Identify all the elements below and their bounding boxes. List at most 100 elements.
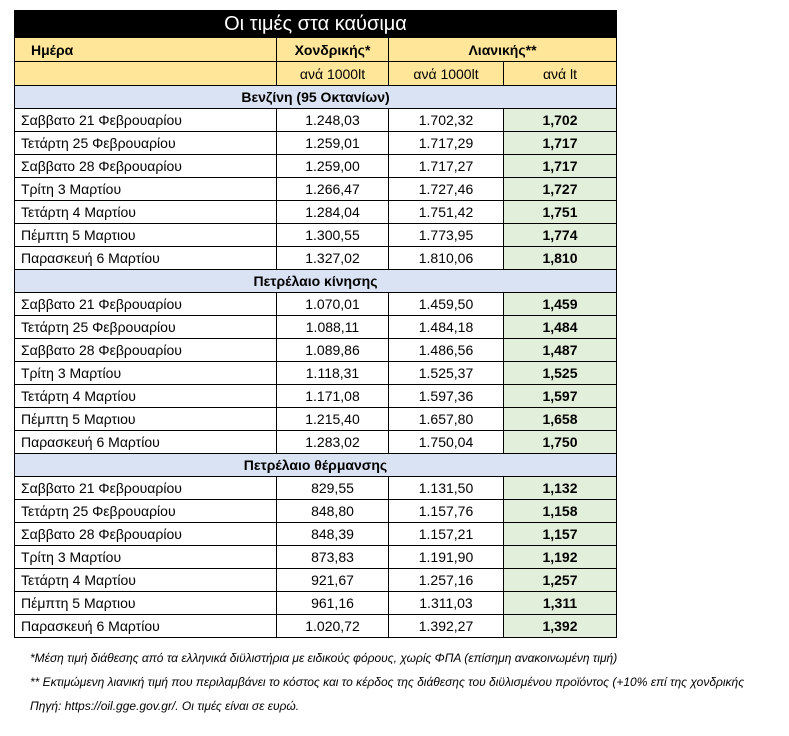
day: Τετάρτη 25 Φεβρουαρίου [14, 499, 277, 523]
section-row: Βενζίνη (95 Οκτανίων) [14, 85, 617, 109]
section-name: Βενζίνη (95 Οκτανίων) [14, 85, 617, 109]
data-row: Πέμπτη 5 Μαρτιου 961,16 1.311,03 1,311 [14, 591, 617, 615]
retail-price-lt: 1,525 [503, 361, 617, 385]
day: Σαββατο 28 Φεβρουαρίου [14, 338, 277, 362]
footnote: ** Εκτιμώμενη λιανική τιμή που περιλαμβά… [30, 675, 745, 689]
fuel-table: Οι τιμές στα καύσιμα Ημέρα Χονδρικής* Λι… [14, 10, 617, 638]
day: Σαββατο 21 Φεβρουαρίου [14, 476, 277, 500]
day: Σαββατο 21 Φεβρουαρίου [14, 292, 277, 316]
wholesale-price: 921,67 [276, 568, 389, 592]
retail-price-1000: 1.311,03 [388, 591, 504, 615]
wholesale-price: 1.259,00 [276, 154, 389, 178]
retail-price-lt: 1,727 [503, 177, 617, 201]
title: Οι τιμές στα καύσιμα [14, 10, 617, 38]
retail-price-1000: 1.131,50 [388, 476, 504, 500]
data-row: Σαββατο 21 Φεβρουαρίου 1.070,01 1.459,50 1,… [14, 292, 617, 316]
wholesale-price: 873,83 [276, 545, 389, 569]
data-row: Τετάρτη 4 Μαρτίου 1.284,04 1.751,42 1,751 [14, 200, 617, 224]
day: Σαββατο 28 Φεβρουαρίου [14, 154, 277, 178]
wholesale-price: 1.089,86 [276, 338, 389, 362]
retail-price-lt: 1,750 [503, 430, 617, 454]
data-row: Τετάρτη 25 Φεβρουαρίου 848,80 1.157,76 1,15… [14, 499, 617, 523]
retail-price-lt: 1,717 [503, 154, 617, 178]
day: Τετάρτη 4 Μαρτίου [14, 384, 277, 408]
data-row: Πέμπτη 5 Μαρτιου 1.215,40 1.657,80 1,658 [14, 407, 617, 431]
retail-price-lt: 1,717 [503, 131, 617, 155]
retail-price-lt: 1,311 [503, 591, 617, 615]
data-row: Τετάρτη 4 Μαρτίου 1.171,08 1.597,36 1,597 [14, 384, 617, 408]
header-unit: ανά lt [503, 61, 617, 86]
retail-price-1000: 1.157,21 [388, 522, 504, 546]
day: Παρασκευή 6 Μαρτίου [14, 246, 277, 270]
retail-price-1000: 1.751,42 [388, 200, 504, 224]
wholesale-price: 1.248,03 [276, 108, 389, 132]
retail-price-lt: 1,192 [503, 545, 617, 569]
footnotes: *Μέση τιμή διάθεσης από τα ελληνικά διϋλ… [30, 646, 744, 718]
day: Τετάρτη 4 Μαρτίου [14, 568, 277, 592]
header-day: Ημέρα [14, 37, 277, 62]
header-retail: Λιανικής** [388, 37, 617, 62]
retail-price-lt: 1,774 [503, 223, 617, 247]
wholesale-price: 848,80 [276, 499, 389, 523]
data-row: Σαββατο 21 Φεβρουαρίου 829,55 1.131,50 1,13… [14, 476, 617, 500]
header-unit: ανά 1000lt [388, 61, 504, 86]
header-row: Ημέρα Χονδρικής* Λιανικής** [14, 37, 617, 62]
day: Σαββατο 28 Φεβρουαρίου [14, 522, 277, 546]
wholesale-price: 829,55 [276, 476, 389, 500]
footnote: *Μέση τιμή διάθεσης από τα ελληνικά διϋλ… [30, 651, 618, 665]
day: Τρίτη 3 Μαρτίου [14, 361, 277, 385]
day: Πέμπτη 5 Μαρτιου [14, 223, 277, 247]
data-row: Παρασκευή 6 Μαρτίου 1.283,02 1.750,04 1,750 [14, 430, 617, 454]
retail-price-lt: 1,158 [503, 499, 617, 523]
day: Τρίτη 3 Μαρτίου [14, 177, 277, 201]
day: Παρασκευή 6 Μαρτίου [14, 614, 277, 638]
wholesale-price: 1.118,31 [276, 361, 389, 385]
retail-price-1000: 1.484,18 [388, 315, 504, 339]
title-row: Οι τιμές στα καύσιμα [14, 10, 617, 38]
header-unit: ανά 1000lt [276, 61, 389, 86]
retail-price-lt: 1,702 [503, 108, 617, 132]
retail-price-lt: 1,810 [503, 246, 617, 270]
data-row: Παρασκευή 6 Μαρτίου 1.327,02 1.810,06 1,810 [14, 246, 617, 270]
wholesale-price: 848,39 [276, 522, 389, 546]
data-row: Πέμπτη 5 Μαρτιου 1.300,55 1.773,95 1,774 [14, 223, 617, 247]
wholesale-price: 1.300,55 [276, 223, 389, 247]
retail-price-1000: 1.597,36 [388, 384, 504, 408]
retail-price-lt: 1,132 [503, 476, 617, 500]
retail-price-lt: 1,257 [503, 568, 617, 592]
wholesale-price: 1.070,01 [276, 292, 389, 316]
retail-price-lt: 1,487 [503, 338, 617, 362]
day: Τετάρτη 4 Μαρτίου [14, 200, 277, 224]
day: Τετάρτη 25 Φεβρουαρίου [14, 131, 277, 155]
data-row: Παρασκευή 6 Μαρτίου 1.020,72 1.392,27 1,392 [14, 614, 617, 638]
retail-price-1000: 1.525,37 [388, 361, 504, 385]
data-row: Σαββατο 28 Φεβρουαρίου 1.259,00 1.717,27 1,… [14, 154, 617, 178]
data-row: Τετάρτη 4 Μαρτίου 921,67 1.257,16 1,257 [14, 568, 617, 592]
data-row: Τετάρτη 25 Φεβρουαρίου 1.259,01 1.717,29 1,… [14, 131, 617, 155]
wholesale-price: 961,16 [276, 591, 389, 615]
retail-price-1000: 1.257,16 [388, 568, 504, 592]
section-row: Πετρέλαιο κίνησης [14, 269, 617, 293]
data-row: Τρίτη 3 Μαρτίου 1.266,47 1.727,46 1,727 [14, 177, 617, 201]
retail-price-1000: 1.750,04 [388, 430, 504, 454]
wholesale-price: 1.283,02 [276, 430, 389, 454]
data-row: Σαββατο 28 Φεβρουαρίου 1.089,86 1.486,56 1,… [14, 338, 617, 362]
day: Τετάρτη 25 Φεβρουαρίου [14, 315, 277, 339]
section-row: Πετρέλαιο θέρμανσης [14, 453, 617, 477]
data-row: Τρίτη 3 Μαρτίου 873,83 1.191,90 1,192 [14, 545, 617, 569]
retail-price-lt: 1,484 [503, 315, 617, 339]
day: Πέμπτη 5 Μαρτιου [14, 591, 277, 615]
wholesale-price: 1.284,04 [276, 200, 389, 224]
retail-price-1000: 1.191,90 [388, 545, 504, 569]
day: Παρασκευή 6 Μαρτίου [14, 430, 277, 454]
retail-price-1000: 1.486,56 [388, 338, 504, 362]
wholesale-price: 1.088,11 [276, 315, 389, 339]
retail-price-1000: 1.702,32 [388, 108, 504, 132]
day: Τρίτη 3 Μαρτίου [14, 545, 277, 569]
wholesale-price: 1.215,40 [276, 407, 389, 431]
retail-price-1000: 1.157,76 [388, 499, 504, 523]
wholesale-price: 1.171,08 [276, 384, 389, 408]
data-row: Σαββατο 28 Φεβρουαρίου 848,39 1.157,21 1,15… [14, 522, 617, 546]
day: Πέμπτη 5 Μαρτιου [14, 407, 277, 431]
